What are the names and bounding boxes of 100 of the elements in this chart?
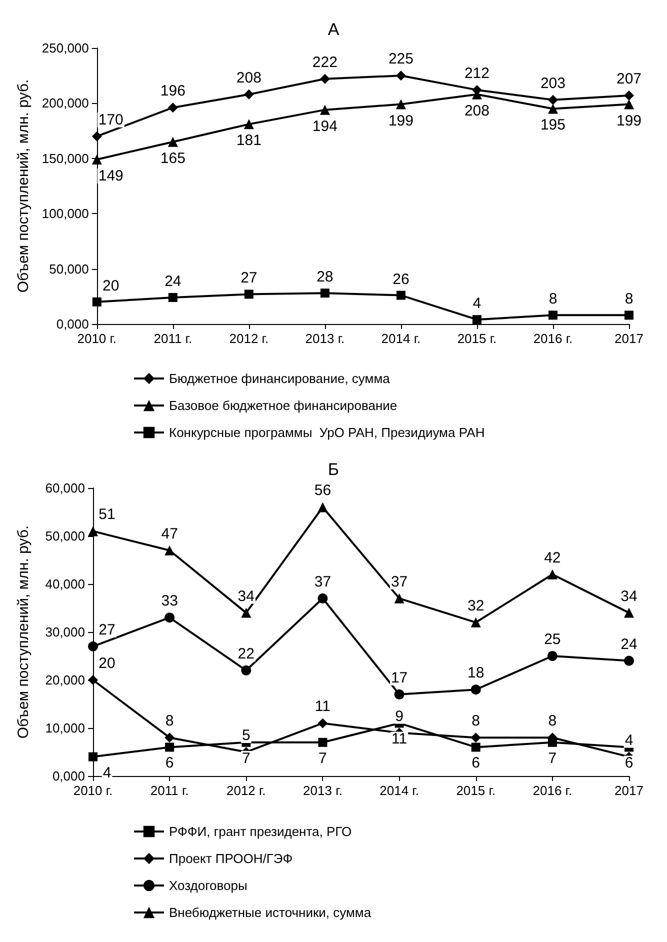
point [471,742,480,752]
data-label: 181 [236,132,262,150]
data-label: 24 [164,273,182,290]
point [396,99,406,110]
point [168,136,178,147]
data-label: 42 [544,549,561,566]
chart-title: А [328,20,340,39]
x-tick-label: 2011 г. [154,331,192,346]
x-tick-label: 2017 [614,331,644,346]
point [168,102,178,113]
data-label: 18 [468,664,484,682]
data-label: 194 [312,118,338,135]
data-label: 8 [548,712,557,730]
data-label: 33 [161,592,178,610]
data-label: 4 [102,764,112,782]
point [164,612,175,623]
y-tick-label: 250,000 [42,40,89,56]
x-tick-label: 2013 г. [305,331,345,346]
data-label: 195 [540,116,566,134]
data-label: 207 [616,70,642,88]
legend-label: Проект ПРООН/ГЭФ [169,851,293,866]
data-label: 32 [468,597,484,614]
point [320,288,330,298]
legend-label: Хоздоговоры [169,878,248,893]
point [318,502,328,512]
point [547,651,558,661]
chart-title: Б [328,460,340,479]
data-label: 11 [391,730,408,748]
x-tick-label: 2012 г. [229,331,269,346]
point [168,293,178,302]
data-label: 8 [624,290,634,308]
y-tick-label: 50,000 [45,528,85,544]
legend-label: Конкурсные программы УрО РАН, Президиума РАН [169,425,485,440]
data-label: 222 [312,54,338,71]
data-label: 8 [165,712,174,730]
y-tick-label: 100,000 [42,206,89,222]
data-label: 27 [98,621,116,638]
data-label: 7 [242,750,250,767]
point [165,742,174,752]
point [548,94,558,105]
point [394,593,404,604]
data-label: 6 [624,754,634,772]
point [472,315,482,324]
point [88,752,98,762]
data-label: 20 [98,655,116,672]
y-tick-label: 200,000 [42,96,89,111]
data-label: 208 [236,69,262,86]
data-label: 225 [388,50,414,68]
legend-label: Базовое бюджетное финансирование [169,398,398,413]
data-label: 25 [544,631,561,648]
y-tick-label: 0,000 [56,316,89,332]
x-tick-label: 2013 г. [303,783,342,798]
point [244,119,254,130]
y-axis-title: Объем поступлений, млн. руб. [15,79,32,293]
x-tick-label: 2015 г. [456,783,496,798]
data-label: 22 [238,645,254,662]
data-label: 34 [620,588,638,605]
point [624,656,634,666]
data-label: 51 [98,506,116,524]
data-label: 11 [314,698,331,716]
data-label: 8 [472,712,480,730]
y-axis-title: Объем поступлений, млн. руб. [15,525,32,739]
point [548,104,558,114]
data-label: 26 [392,270,410,288]
x-tick-label: 2014 г. [380,783,419,798]
y-tick-label: 150,000 [42,150,89,166]
data-label: 199 [388,112,414,130]
y-tick-label: 50,000 [49,261,89,276]
data-label: 212 [464,64,490,82]
y-tick-label: 0,000 [52,768,85,784]
x-tick-label: 2016 г. [533,331,573,346]
x-tick-label: 2016 г. [532,783,572,798]
data-label: 4 [624,732,634,749]
y-tick-label: 20,000 [45,672,85,688]
data-label: 8 [548,290,558,308]
data-label: 203 [540,74,566,92]
data-label: 24 [620,636,638,653]
x-tick-label: 2010 г. [77,331,117,346]
point [470,732,481,743]
data-label: 28 [316,268,334,286]
point [547,569,558,580]
data-label: 5 [242,727,250,744]
point [624,90,634,100]
point [88,641,98,652]
data-label: 20 [102,277,120,294]
legend-label: Бюджетное финансирование, сумма [169,371,391,386]
point [624,99,634,110]
point [394,689,404,700]
point [164,732,175,743]
y-tick-label: 40,000 [45,576,85,592]
data-label: 6 [472,754,480,772]
data-label: 27 [240,270,258,287]
data-label: 56 [314,482,332,500]
point [164,545,175,556]
y-tick-label: 60,000 [45,480,85,496]
point [92,154,102,165]
point [624,310,634,320]
data-label: 165 [160,150,186,167]
point [548,310,558,320]
legend-label: Внебюджетные источники, сумма [169,905,372,920]
